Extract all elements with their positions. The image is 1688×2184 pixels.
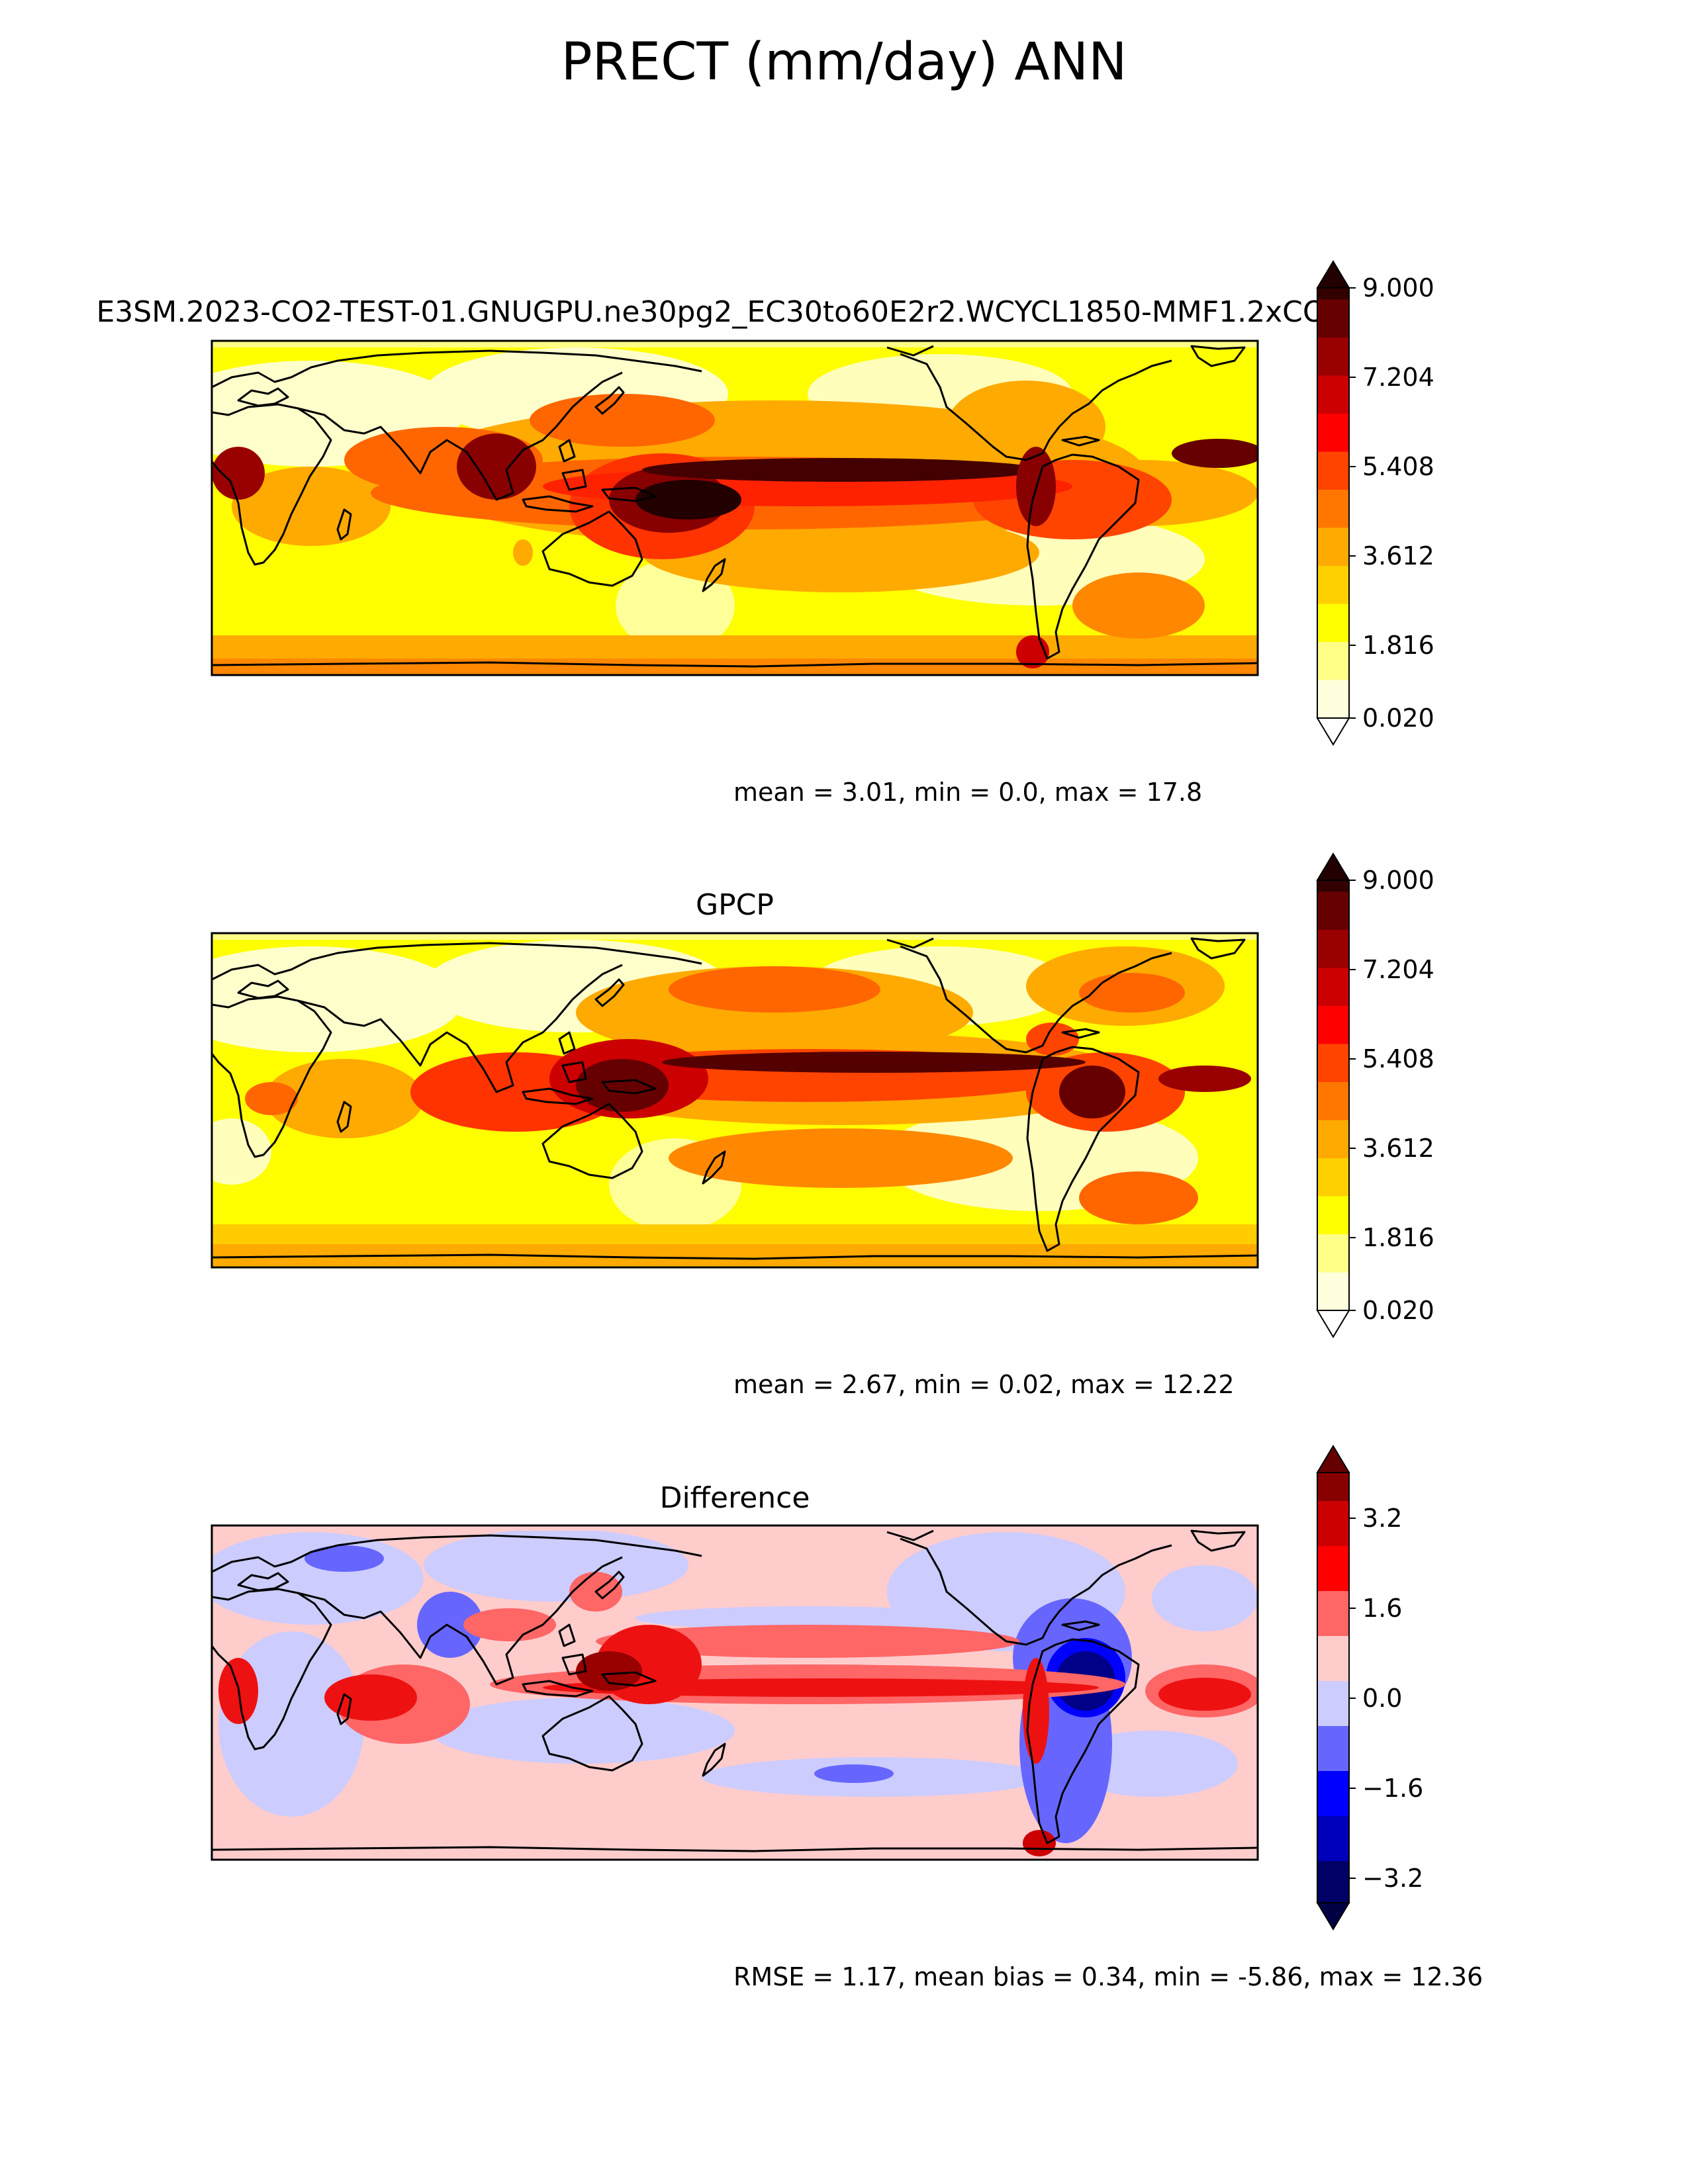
panel-difference: Difference RMSE = 1.17, mean bias = 0.34… <box>211 1445 1483 1991</box>
stats-reference: mean = 2.67, min = 0.02, max = 12.22 <box>733 1370 1235 1399</box>
colorbar-reference-tick: 3.612 <box>1362 1134 1434 1163</box>
map-difference <box>212 1525 1258 1860</box>
colorbar-test-tick: 9.000 <box>1362 273 1434 302</box>
map-test-frame <box>211 340 1259 676</box>
colorbar-reference: 9.000 7.204 5.408 3.612 1.816 0.020 <box>1317 853 1434 1338</box>
colorbar-test-tick: 5.408 <box>1362 452 1434 481</box>
map-difference-frame <box>211 1524 1259 1861</box>
stats-test: mean = 3.01, min = 0.0, max = 17.8 <box>733 778 1202 807</box>
panel-reference: GPCP mean = 2.67, min = 0.02, max = 12.2… <box>211 853 1434 1399</box>
colorbar-difference-tick: 1.6 <box>1362 1594 1402 1623</box>
colorbar-reference-tick: 7.204 <box>1362 955 1434 984</box>
colorbar-reference-tick: 1.816 <box>1362 1223 1434 1252</box>
colorbar-test: 9.000 7.204 5.408 3.612 1.816 0.020 <box>1317 261 1434 745</box>
colorbar-difference-tick: −3.2 <box>1362 1864 1423 1893</box>
colorbar-reference-tick: 0.020 <box>1362 1296 1434 1325</box>
colorbar-test-tick: 3.612 <box>1362 541 1434 570</box>
panel-title-reference: GPCP <box>696 888 774 922</box>
panel-test: E3SM.2023-CO2-TEST-01.GNUGPU.ne30pg2_EC3… <box>97 261 1434 807</box>
colorbar-test-tick: 0.020 <box>1362 704 1434 733</box>
stats-difference: RMSE = 1.17, mean bias = 0.34, min = -5.… <box>733 1962 1483 1991</box>
colorbar-difference: 3.2 1.6 0.0 −1.6 −3.2 <box>1317 1445 1423 1930</box>
panel-title-test: E3SM.2023-CO2-TEST-01.GNUGPU.ne30pg2_EC3… <box>97 295 1344 329</box>
colorbar-test-tick: 1.816 <box>1362 631 1434 660</box>
colorbar-difference-tick: −1.6 <box>1362 1774 1423 1803</box>
map-reference <box>212 933 1258 1267</box>
colorbar-test-tick: 7.204 <box>1362 363 1434 392</box>
colorbar-reference-tick: 9.000 <box>1362 866 1434 895</box>
colorbar-reference-tick: 5.408 <box>1362 1044 1434 1073</box>
map-reference-frame <box>211 932 1259 1269</box>
map-test <box>212 341 1258 675</box>
colorbar-difference-tick: 3.2 <box>1362 1504 1402 1533</box>
colorbar-difference-tick: 0.0 <box>1362 1684 1402 1713</box>
figure-title: PRECT (mm/day) ANN <box>561 32 1127 92</box>
panel-title-difference: Difference <box>660 1481 810 1515</box>
